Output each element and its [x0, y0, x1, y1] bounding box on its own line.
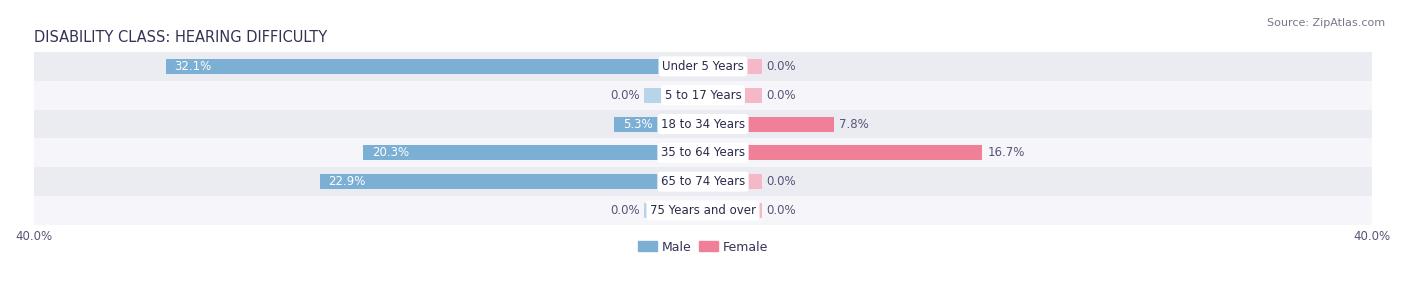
Bar	[34, 167, 1372, 196]
Text: 0.0%: 0.0%	[610, 89, 640, 102]
Bar	[34, 81, 1372, 109]
Bar	[34, 52, 1372, 81]
Bar	[363, 145, 703, 160]
Text: 0.0%: 0.0%	[766, 204, 796, 217]
Bar	[703, 145, 983, 160]
Legend: Male, Female: Male, Female	[633, 236, 773, 259]
Text: Source: ZipAtlas.com: Source: ZipAtlas.com	[1267, 18, 1385, 28]
Bar	[703, 203, 762, 218]
Bar	[644, 88, 703, 103]
Text: 22.9%: 22.9%	[328, 175, 366, 188]
Text: 75 Years and over: 75 Years and over	[650, 204, 756, 217]
Text: 7.8%: 7.8%	[838, 117, 869, 131]
Text: 5 to 17 Years: 5 to 17 Years	[665, 89, 741, 102]
Bar	[614, 117, 703, 131]
Bar	[644, 203, 703, 218]
Text: 0.0%: 0.0%	[766, 175, 796, 188]
Bar	[703, 174, 762, 189]
Text: 16.7%: 16.7%	[987, 146, 1025, 159]
Text: 18 to 34 Years: 18 to 34 Years	[661, 117, 745, 131]
Bar	[703, 117, 834, 131]
Text: 20.3%: 20.3%	[371, 146, 409, 159]
Bar	[166, 59, 703, 74]
Bar	[703, 88, 762, 103]
Text: DISABILITY CLASS: HEARING DIFFICULTY: DISABILITY CLASS: HEARING DIFFICULTY	[34, 30, 326, 45]
Bar	[34, 196, 1372, 225]
Text: 0.0%: 0.0%	[766, 60, 796, 73]
Text: 0.0%: 0.0%	[766, 89, 796, 102]
Text: 0.0%: 0.0%	[610, 204, 640, 217]
Bar	[34, 138, 1372, 167]
Text: 5.3%: 5.3%	[623, 117, 652, 131]
Bar	[703, 59, 762, 74]
Text: 65 to 74 Years: 65 to 74 Years	[661, 175, 745, 188]
Text: 35 to 64 Years: 35 to 64 Years	[661, 146, 745, 159]
Bar	[34, 109, 1372, 138]
Text: 32.1%: 32.1%	[174, 60, 211, 73]
Text: Under 5 Years: Under 5 Years	[662, 60, 744, 73]
Bar	[319, 174, 703, 189]
